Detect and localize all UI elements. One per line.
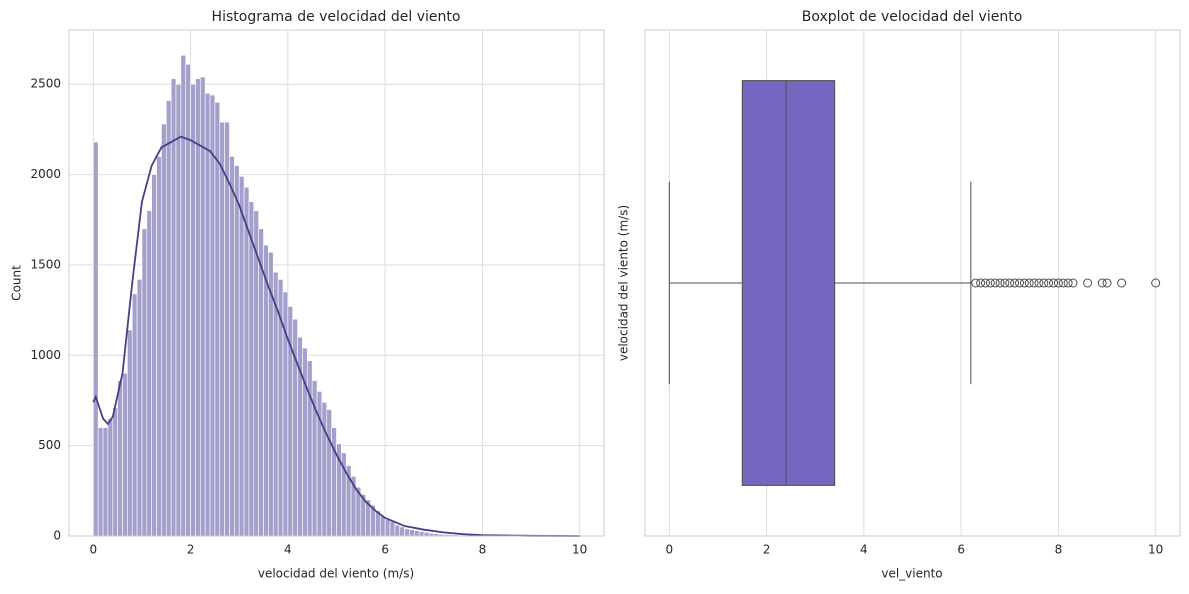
outlier [972, 279, 980, 287]
histogram-bar [234, 166, 239, 536]
histogram-bar [161, 124, 166, 536]
histogram-bar [142, 229, 147, 536]
histogram-bar [405, 529, 410, 536]
outlier [1118, 279, 1126, 287]
histogram-bar [123, 373, 128, 536]
histogram-bar [215, 102, 220, 536]
outlier [1098, 279, 1106, 287]
outlier [1059, 279, 1067, 287]
histogram-bar [195, 79, 200, 536]
histogram-bar [419, 531, 424, 536]
histogram-bar [414, 531, 419, 536]
outlier [977, 279, 985, 287]
x-tick-label: 4 [284, 543, 292, 557]
histogram-bar [380, 516, 385, 536]
histogram-bar [137, 279, 142, 536]
histogram-bar [132, 294, 137, 536]
outlier [1103, 279, 1111, 287]
y-tick-label: 2000 [30, 167, 61, 181]
histogram-bar [230, 157, 235, 537]
histogram-bar [152, 175, 157, 536]
histogram-bar [210, 95, 215, 536]
y-axis-label: velocidad del viento (m/s) [617, 205, 631, 361]
x-tick-label: 2 [187, 543, 195, 557]
x-tick-label: 8 [479, 543, 487, 557]
outlier [1069, 279, 1077, 287]
y-tick-label: 1000 [30, 348, 61, 362]
outlier [981, 279, 989, 287]
histogram-bar [176, 84, 181, 536]
chart-title: Boxplot de velocidad del viento [802, 9, 1023, 25]
histogram-bar [264, 245, 269, 536]
x-tick-label: 10 [572, 543, 587, 557]
outlier [1045, 279, 1053, 287]
y-tick-label: 500 [38, 438, 61, 452]
histogram-bar [225, 122, 230, 536]
outlier [991, 279, 999, 287]
histogram-bar [118, 381, 123, 536]
histogram-bar [424, 532, 429, 536]
histogram-bar [400, 527, 405, 536]
outlier [1020, 279, 1028, 287]
x-tick-label: 8 [1055, 543, 1063, 557]
histogram-bar [327, 410, 332, 537]
histogram-bar [191, 84, 196, 536]
outlier [996, 279, 1004, 287]
outlier [1006, 279, 1014, 287]
histogram-bar [93, 142, 98, 536]
histogram-bar [322, 402, 327, 536]
outlier [1016, 279, 1024, 287]
outlier [1011, 279, 1019, 287]
x-axis-label: vel_viento [881, 567, 942, 581]
histogram-bar [239, 176, 244, 536]
outlier [1064, 279, 1072, 287]
histogram-bar [259, 229, 264, 536]
histogram-bar [98, 428, 103, 536]
outlier [986, 279, 994, 287]
box [742, 81, 834, 486]
histogram-bar [302, 348, 307, 536]
y-tick-label: 1500 [30, 257, 61, 271]
y-tick-label: 2500 [30, 77, 61, 91]
histogram-bar [332, 428, 337, 536]
outlier [1025, 279, 1033, 287]
histogram-bar [157, 157, 162, 537]
x-tick-label: 6 [957, 543, 965, 557]
histogram-bar [390, 522, 395, 536]
histogram-bar [166, 100, 171, 536]
histogram-bar [249, 202, 254, 536]
histogram-bar [108, 419, 113, 536]
outlier [1040, 279, 1048, 287]
histogram-bar [409, 530, 414, 536]
histogram-bar [113, 408, 118, 536]
chart-title: Histograma de velocidad del viento [212, 9, 461, 25]
outlier [1050, 279, 1058, 287]
x-tick-label: 4 [860, 543, 868, 557]
histogram-bar [186, 64, 191, 536]
y-axis-label: Count [10, 265, 24, 301]
histogram-bar [385, 520, 390, 536]
outlier [1001, 279, 1009, 287]
outlier [1030, 279, 1038, 287]
histogram-bar [171, 79, 176, 536]
histogram-bar [307, 361, 312, 536]
histogram-bar [395, 525, 400, 536]
x-axis-label: velocidad del viento (m/s) [258, 567, 414, 581]
histogram-bar [103, 428, 108, 536]
histogram-bar [181, 55, 186, 536]
outlier [1035, 279, 1043, 287]
histogram-bar [220, 122, 225, 536]
x-tick-label: 2 [763, 543, 771, 557]
histogram-bar [127, 330, 132, 536]
x-tick-label: 0 [89, 543, 97, 557]
histogram-bar [244, 187, 249, 536]
outlier [1084, 279, 1092, 287]
histogram-bar [205, 93, 210, 536]
y-tick-label: 0 [53, 529, 61, 543]
x-tick-label: 0 [665, 543, 673, 557]
histogram-bar [147, 211, 152, 536]
x-tick-label: 6 [381, 543, 389, 557]
x-tick-label: 10 [1148, 543, 1163, 557]
